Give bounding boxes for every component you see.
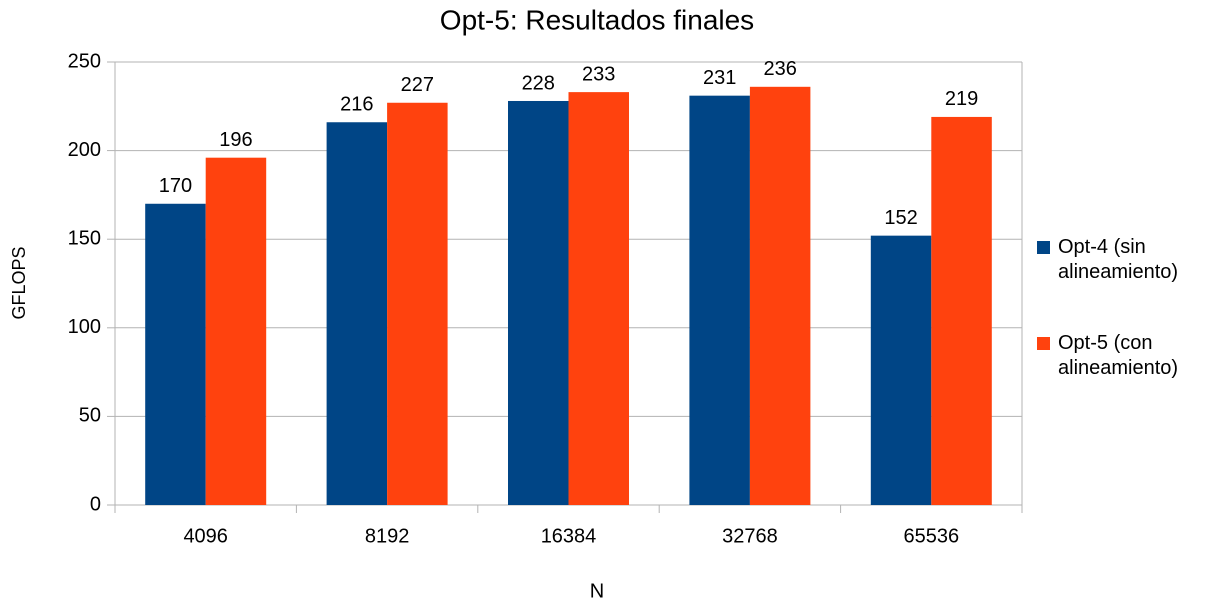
data-label: 216 [340,94,373,116]
y-tick-label: 100 [68,316,101,338]
data-label: 219 [945,88,978,110]
bar [387,102,448,506]
y-tick-label: 200 [68,139,101,161]
bar [689,95,750,505]
x-tick-label: 32768 [722,525,778,547]
bar [568,92,629,506]
x-tick-label: 8192 [365,525,410,547]
y-tick-label: 150 [68,227,101,249]
x-tick-label: 4096 [183,525,228,547]
data-label: 231 [703,67,736,89]
bar [145,203,206,505]
legend-label: Opt-5 (con alineamiento) [1058,332,1179,379]
legend-swatch [1037,337,1050,350]
legend-swatch [1037,241,1050,254]
data-label: 152 [884,207,917,229]
data-label: 227 [401,74,434,96]
bar [749,86,811,506]
bar [508,100,569,505]
y-tick-label: 0 [90,493,101,515]
x-tick-label: 65536 [903,525,959,547]
bar [205,157,267,506]
bar [870,235,932,505]
y-tick-label: 250 [68,50,101,72]
legend-label: Opt-4 (sin alineamiento) [1058,236,1179,283]
y-tick-label: 50 [79,405,101,427]
data-label: 236 [763,58,796,80]
data-label: 196 [219,129,252,151]
chart-title: Opt-5: Resultados finales [440,4,754,35]
bar [326,122,388,506]
x-axis-title: N [590,580,604,602]
data-label: 228 [522,72,555,94]
x-tick-label: 16384 [541,525,597,547]
data-label: 170 [159,175,192,197]
y-axis-title: GFLOPS [9,246,29,319]
bar [931,116,992,505]
data-label: 233 [582,63,615,85]
